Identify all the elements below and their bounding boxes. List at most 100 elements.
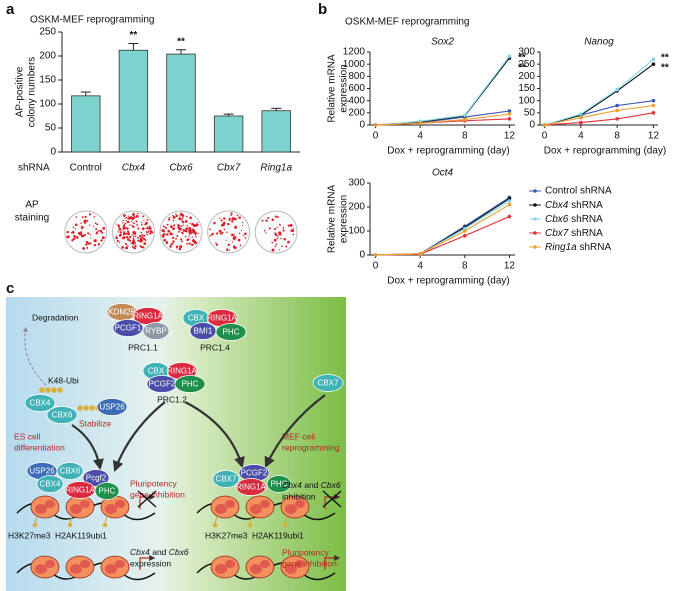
gene: Cbx4 [130, 547, 150, 557]
colony [146, 233, 148, 236]
mark [282, 522, 288, 528]
protein-label: CBX4 [30, 399, 51, 408]
colony [66, 230, 69, 234]
annotation: ** [661, 63, 669, 74]
colony [129, 224, 131, 226]
colony [195, 223, 199, 227]
significance: ** [177, 36, 185, 47]
colony [181, 217, 184, 220]
legend-label: Cbx7 shRNA [545, 228, 603, 239]
protein [46, 406, 78, 424]
colony [142, 215, 145, 218]
colony [192, 231, 195, 234]
histone [70, 564, 82, 574]
protein-label: RYBP [145, 327, 167, 336]
colony [122, 219, 125, 222]
histone [45, 560, 55, 568]
y-tick-label: 150 [518, 83, 535, 94]
legend-suffix: shRNA [568, 200, 603, 211]
colony [146, 226, 149, 229]
colony [81, 234, 84, 238]
point [651, 98, 656, 103]
point [615, 87, 619, 92]
colony [236, 214, 239, 217]
x-axis-label: Dox + reprogramming (day) [544, 146, 667, 157]
bar [261, 110, 291, 153]
colony [85, 240, 89, 244]
x-tick-label: 8 [462, 261, 468, 272]
colony [126, 227, 129, 230]
colony [271, 248, 275, 252]
colony [181, 219, 183, 222]
colony [289, 223, 293, 227]
colony [227, 222, 230, 226]
histone [225, 560, 235, 568]
series-line [544, 112, 654, 126]
colony [122, 232, 126, 236]
colony [211, 232, 214, 236]
colony [163, 239, 166, 242]
mark [32, 522, 38, 528]
annotation: ** [661, 53, 669, 64]
protein-label: CBX7 [318, 379, 339, 388]
point [507, 112, 512, 116]
colony [133, 246, 136, 250]
annotation: ** [518, 63, 526, 74]
colony [287, 224, 290, 227]
point [463, 117, 467, 122]
diagram-text: expression [130, 558, 171, 568]
colony [133, 222, 135, 225]
bar [71, 95, 101, 153]
colony [221, 231, 224, 234]
colony [122, 229, 124, 231]
histone [35, 564, 47, 574]
colony [143, 234, 146, 237]
y-tick-label: 100 [39, 99, 56, 110]
ubiquitin [89, 405, 95, 411]
mark-stem [249, 515, 253, 525]
colony [162, 233, 166, 236]
colony [71, 230, 75, 234]
legend-label: Cbx6 shRNA [545, 214, 603, 225]
colony [170, 226, 173, 229]
protein [96, 398, 128, 416]
colony [89, 242, 92, 245]
diagram-text: PRC1.1 [128, 342, 158, 352]
colony [278, 249, 280, 251]
histone [225, 500, 235, 508]
colony [191, 223, 195, 226]
colony [223, 228, 226, 231]
histone [215, 564, 227, 574]
series-line [375, 196, 510, 256]
colony [132, 213, 135, 216]
colony [145, 230, 148, 234]
colony [242, 224, 244, 227]
error-bar [176, 49, 186, 55]
point [507, 109, 512, 113]
y-tick-label: 0 [359, 250, 365, 261]
y-tick-label: 300 [348, 178, 365, 189]
x-tick-label: 8 [462, 131, 468, 142]
bar [166, 53, 196, 153]
colony [131, 234, 133, 236]
y-axis-label: colony numbers [27, 57, 38, 128]
diagram-text: inhibition [282, 491, 316, 501]
colony [197, 232, 199, 235]
y-tick-label: 50 [45, 123, 57, 134]
annotation: ** [518, 53, 526, 64]
colony [121, 236, 125, 240]
colony [209, 228, 211, 231]
point [651, 57, 656, 62]
legend-marker [533, 189, 537, 193]
colony [175, 237, 177, 240]
colony [125, 220, 128, 222]
colony [125, 243, 128, 246]
colony [171, 233, 173, 236]
panel-label: b [318, 1, 327, 18]
colony [135, 220, 138, 223]
y-tick-label: 200 [348, 202, 365, 213]
colony [219, 217, 221, 219]
point [651, 111, 656, 115]
y-tick-label: 100 [348, 226, 365, 237]
colony [125, 246, 129, 250]
